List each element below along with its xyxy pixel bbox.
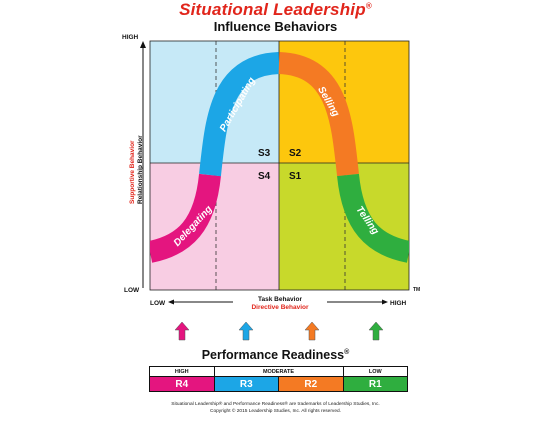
curve-segment-telling [337,173,409,263]
readiness-header-high: HIGH [149,366,215,377]
x-axis-arrowhead-left [168,299,174,305]
leadership-curve [150,52,409,263]
trademark-label: TM [413,287,421,293]
diagram-subtitle: Influence Behaviors [213,19,338,34]
grid-border [149,40,410,291]
readiness-level-r3: R3 [213,376,279,392]
quadrant-code-s2: S2 [289,148,302,159]
readiness-level-r2: R2 [278,376,344,392]
readiness-header-low: LOW [342,366,408,377]
performance-readiness-title: Performance Readiness® [201,348,350,362]
readiness-arrow-telling [368,321,384,341]
curve-segment-delegating [150,173,221,263]
readiness-arrow-delegating [174,321,190,341]
quadrant-code-s3: S3 [258,148,271,159]
x-axis-high-label: HIGH [390,300,407,307]
readiness-level-r1: R1 [342,376,408,392]
x-axis-arrowhead-right [382,299,388,305]
curve-segment-participating [199,52,280,177]
quadrant-code-s4: S4 [258,171,271,182]
y-axis-low-label: LOW [124,287,140,294]
readiness-arrow-participating [238,321,254,341]
curve-segment-selling [278,52,359,177]
readiness-level-r4: R4 [149,376,215,392]
x-axis-label-directive: Directive Behavior [251,304,309,311]
x-axis-low-label: LOW [150,300,166,307]
quadrant-code-s1: S1 [289,171,302,182]
x-axis-label-task: Task Behavior [258,296,302,303]
readiness-header-moderate: MODERATE [213,366,344,377]
footer-copyright-line: Copyright © 2015 Leadership Studies, Inc… [210,409,341,414]
page-title: Situational Leadership® [179,0,372,19]
footer-trademark-line: Situational Leadership® and Performance … [171,402,380,407]
readiness-arrow-selling [304,321,320,341]
y-axis-high-label: HIGH [122,34,139,41]
performance-readiness-table: HIGH MODERATE LOW R4 R3 R2 R1 [149,366,408,392]
